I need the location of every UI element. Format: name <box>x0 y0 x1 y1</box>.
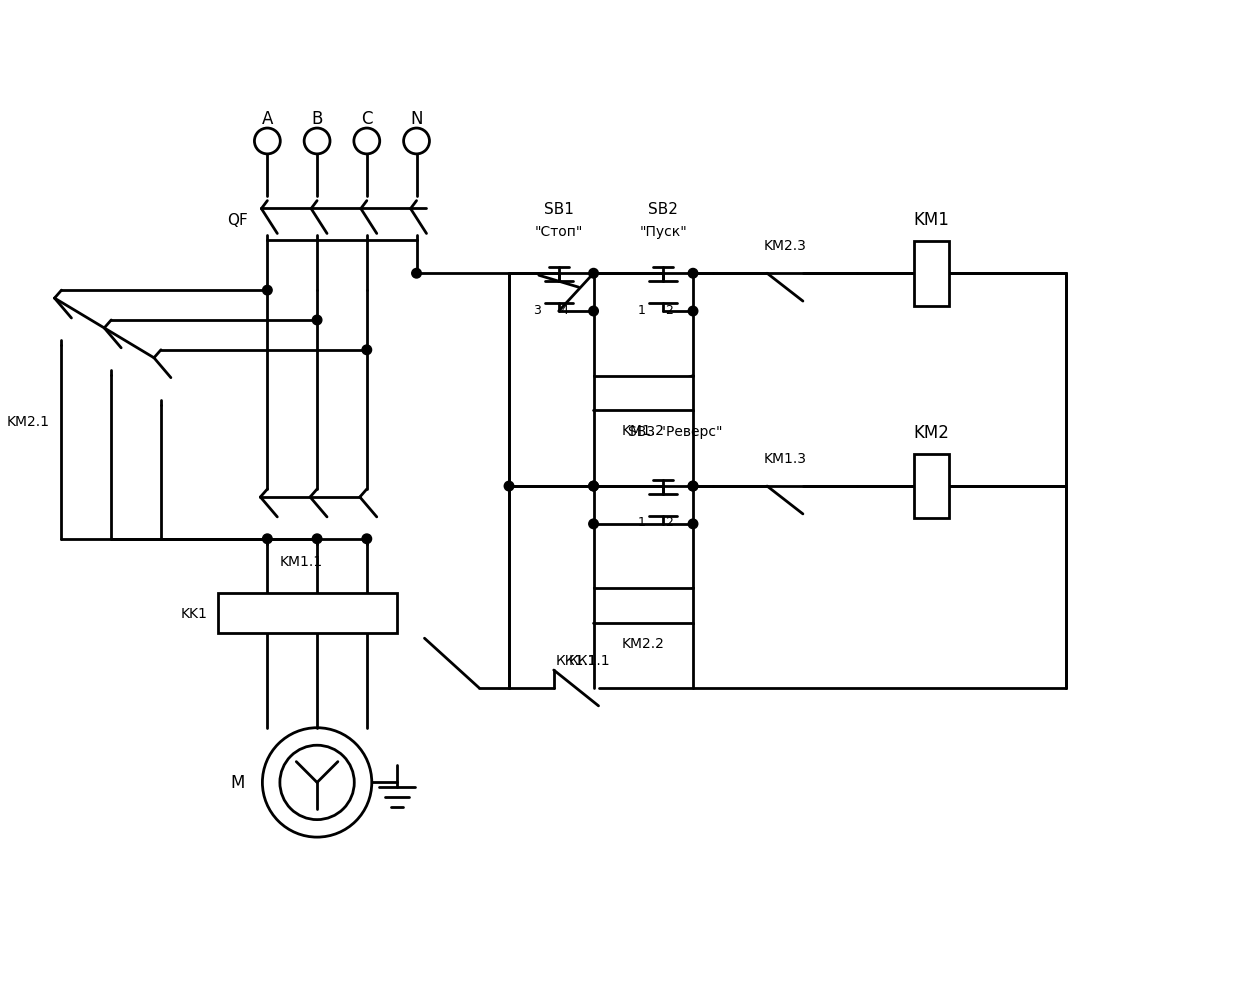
Text: KM2.1: KM2.1 <box>6 415 50 429</box>
Circle shape <box>589 307 598 316</box>
Circle shape <box>312 535 322 544</box>
Text: M: M <box>230 773 244 791</box>
Text: N: N <box>410 110 422 128</box>
Circle shape <box>362 535 372 544</box>
Text: KM1.3: KM1.3 <box>763 451 807 466</box>
Bar <box>914 454 949 519</box>
Circle shape <box>589 482 598 491</box>
Text: 4: 4 <box>561 303 569 316</box>
Bar <box>914 242 949 306</box>
Text: SB2: SB2 <box>648 202 678 217</box>
Text: KM1.2: KM1.2 <box>622 423 665 438</box>
Text: "Пуск": "Пуск" <box>639 226 688 240</box>
Text: KM1: KM1 <box>913 211 949 229</box>
Text: 1: 1 <box>637 516 646 529</box>
Text: КК1.1: КК1.1 <box>555 653 597 667</box>
Circle shape <box>688 482 698 491</box>
Text: A: A <box>261 110 273 128</box>
Text: KM2.2: KM2.2 <box>622 636 664 650</box>
Circle shape <box>411 269 421 278</box>
Text: 3: 3 <box>533 303 541 316</box>
Circle shape <box>688 269 698 278</box>
Circle shape <box>504 482 514 491</box>
Circle shape <box>589 269 598 278</box>
Text: "Стоп": "Стоп" <box>534 226 582 240</box>
Text: SB1: SB1 <box>544 202 574 217</box>
Circle shape <box>589 482 598 491</box>
Text: КК1.1: КК1.1 <box>569 653 611 667</box>
Bar <box>593 588 693 623</box>
Text: C: C <box>361 110 373 128</box>
Circle shape <box>589 520 598 529</box>
Text: SB3 "Реверс": SB3 "Реверс" <box>628 424 722 439</box>
Circle shape <box>688 482 698 491</box>
Text: QF: QF <box>227 213 248 228</box>
Text: KK1: KK1 <box>181 606 208 620</box>
Circle shape <box>688 520 698 529</box>
Circle shape <box>312 316 322 325</box>
Text: KM1.1: KM1.1 <box>279 554 322 569</box>
Text: KM2: KM2 <box>913 423 949 441</box>
Circle shape <box>688 307 698 316</box>
Text: 2: 2 <box>665 516 673 529</box>
Bar <box>593 377 693 412</box>
Bar <box>218 593 396 633</box>
Text: 1: 1 <box>637 303 646 316</box>
Text: B: B <box>311 110 323 128</box>
Text: 2: 2 <box>665 303 673 316</box>
Circle shape <box>362 346 372 355</box>
Text: KM2.3: KM2.3 <box>763 240 807 253</box>
Circle shape <box>263 286 273 295</box>
Circle shape <box>263 535 273 544</box>
